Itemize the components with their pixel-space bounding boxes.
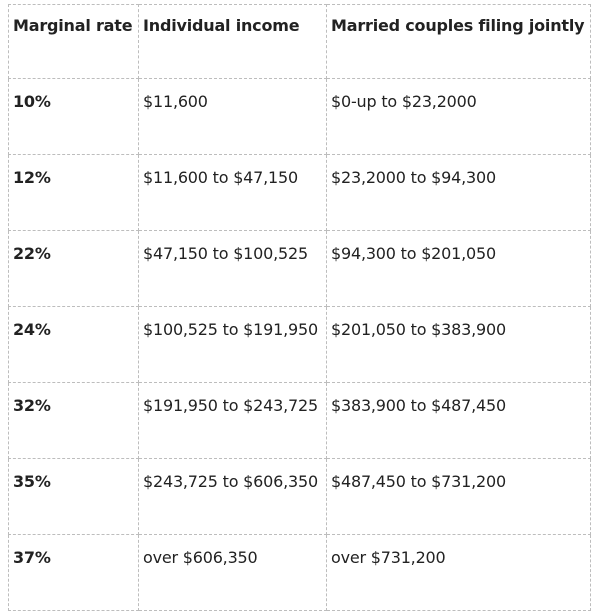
individual-income-cell: $11,600 bbox=[138, 78, 327, 155]
table-row: 10% $11,600 $0-up to $23,2000 bbox=[8, 78, 591, 155]
married-income-cell: $0-up to $23,2000 bbox=[326, 78, 591, 155]
table-row: 35% $243,725 to $606,350 $487,450 to $73… bbox=[8, 458, 591, 535]
header-married-couples: Married couples filing jointly bbox=[326, 4, 591, 79]
individual-income-cell: $100,525 to $191,950 bbox=[138, 306, 327, 383]
header-marginal-rate: Marginal rate bbox=[8, 4, 139, 79]
married-income-cell: $383,900 to $487,450 bbox=[326, 382, 591, 459]
table-row: 22% $47,150 to $100,525 $94,300 to $201,… bbox=[8, 230, 591, 307]
table-row: 24% $100,525 to $191,950 $201,050 to $38… bbox=[8, 306, 591, 383]
header-individual-income: Individual income bbox=[138, 4, 327, 79]
individual-income-cell: $47,150 to $100,525 bbox=[138, 230, 327, 307]
rate-cell: 12% bbox=[8, 154, 139, 231]
tax-bracket-table: Marginal rate Individual income Married … bbox=[8, 4, 591, 611]
rate-cell: 37% bbox=[8, 534, 139, 611]
rate-cell: 10% bbox=[8, 78, 139, 155]
rate-cell: 22% bbox=[8, 230, 139, 307]
married-income-cell: $201,050 to $383,900 bbox=[326, 306, 591, 383]
individual-income-cell: $11,600 to $47,150 bbox=[138, 154, 327, 231]
table-header: Marginal rate Individual income Married … bbox=[8, 4, 591, 79]
table-row: 12% $11,600 to $47,150 $23,2000 to $94,3… bbox=[8, 154, 591, 231]
rate-cell: 35% bbox=[8, 458, 139, 535]
table-body: 10% $11,600 $0-up to $23,2000 12% $11,60… bbox=[8, 78, 591, 611]
married-income-cell: over $731,200 bbox=[326, 534, 591, 611]
table-row: 32% $191,950 to $243,725 $383,900 to $48… bbox=[8, 382, 591, 459]
married-income-cell: $23,2000 to $94,300 bbox=[326, 154, 591, 231]
rate-cell: 32% bbox=[8, 382, 139, 459]
header-row: Marginal rate Individual income Married … bbox=[8, 4, 591, 79]
individual-income-cell: $243,725 to $606,350 bbox=[138, 458, 327, 535]
rate-cell: 24% bbox=[8, 306, 139, 383]
individual-income-cell: $191,950 to $243,725 bbox=[138, 382, 327, 459]
married-income-cell: $94,300 to $201,050 bbox=[326, 230, 591, 307]
table-row: 37% over $606,350 over $731,200 bbox=[8, 534, 591, 611]
individual-income-cell: over $606,350 bbox=[138, 534, 327, 611]
married-income-cell: $487,450 to $731,200 bbox=[326, 458, 591, 535]
